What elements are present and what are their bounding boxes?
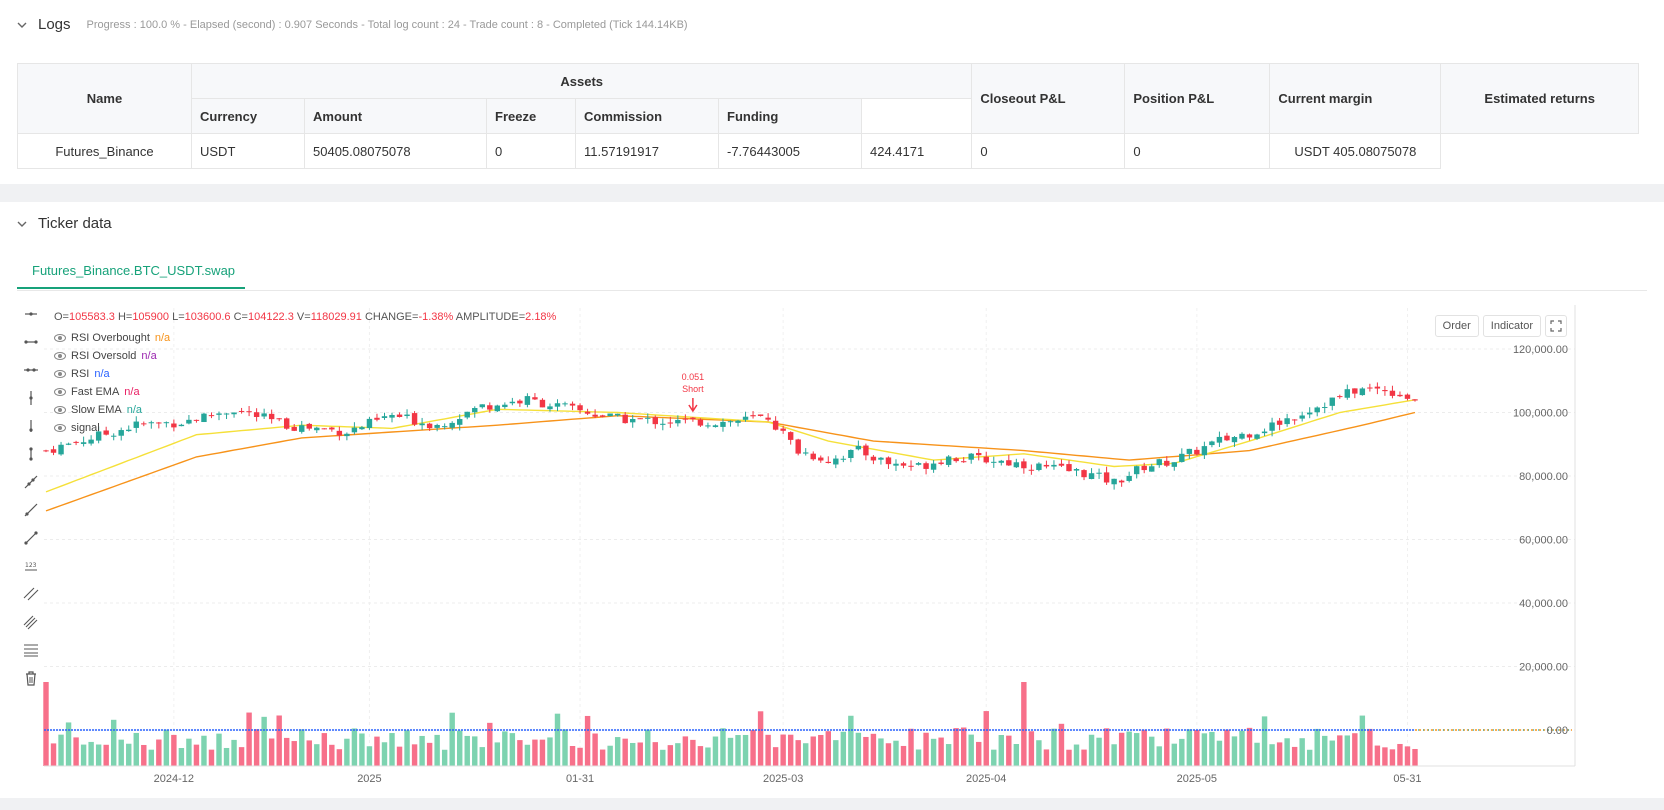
ohlc-o-label: O= xyxy=(54,311,69,323)
order-button[interactable]: Order xyxy=(1434,315,1479,337)
cell-freeze: 0 xyxy=(486,133,576,169)
horizontal-ray-tool-icon[interactable] xyxy=(18,328,44,356)
logs-header[interactable]: Logs Progress : 100.0 % - Elapsed (secon… xyxy=(16,16,688,33)
ohlc-low: 103600.6 xyxy=(184,311,231,323)
ohlc-readout: O=105583.3 H=105900 L=103600.6 C=104122.… xyxy=(54,311,556,323)
col-amount: Amount xyxy=(304,98,487,134)
cell-name: Futures_Binance xyxy=(17,133,192,169)
horizontal-line-tool-icon[interactable] xyxy=(18,300,44,328)
chevron-down-icon[interactable] xyxy=(16,218,28,230)
legend-signal[interactable]: signal xyxy=(54,419,170,437)
legend-value: n/a xyxy=(154,332,171,344)
ohlc-open: 105583.3 xyxy=(68,311,115,323)
vertical-line-tool-icon[interactable] xyxy=(18,384,44,412)
eye-icon[interactable] xyxy=(54,388,66,396)
cell-commission: 11.57191917 xyxy=(575,133,719,169)
cell-currency: USDT xyxy=(191,133,305,169)
segment-tool-icon[interactable] xyxy=(18,524,44,552)
ohlc-c-label: C= xyxy=(233,311,248,323)
cell-position: 0 xyxy=(971,133,1126,169)
col-position: Position P&L xyxy=(1124,63,1271,134)
legend-label: signal xyxy=(71,422,100,434)
ohlc-volume: 118029.91 xyxy=(310,311,362,323)
pitchfork-tool-icon[interactable] xyxy=(18,608,44,636)
eye-icon[interactable] xyxy=(54,424,66,432)
eye-icon[interactable] xyxy=(54,406,66,414)
legend-rsi-oversold[interactable]: RSI Oversold n/a xyxy=(54,347,170,365)
eye-icon[interactable] xyxy=(54,370,66,378)
trash-icon[interactable] xyxy=(18,664,44,692)
legend-value: n/a xyxy=(141,350,157,362)
legend-label: RSI xyxy=(71,368,90,380)
ticker-panel: Ticker data Futures_Binance.BTC_USDT.swa… xyxy=(0,202,1664,798)
fullscreen-icon[interactable] xyxy=(1545,315,1567,337)
logs-panel: Logs Progress : 100.0 % - Elapsed (secon… xyxy=(0,0,1664,184)
ohlc-l-label: L= xyxy=(172,311,185,323)
svg-text:123: 123 xyxy=(25,562,37,569)
ohlc-high: 105900 xyxy=(132,311,170,323)
chevron-down-icon[interactable] xyxy=(16,19,28,31)
fibonacci-tool-icon[interactable] xyxy=(18,636,44,664)
cell-returns: USDT 405.08075078 xyxy=(1269,133,1442,169)
legend-label: Slow EMA xyxy=(71,404,122,416)
col-freeze: Freeze xyxy=(486,98,576,134)
legend-rsi-overbought[interactable]: RSI Overbought n/a xyxy=(54,329,170,347)
ray-tool-icon[interactable] xyxy=(18,496,44,524)
ohlc-close: 104122.3 xyxy=(247,311,294,323)
tab-btc-usdt-swap[interactable]: Futures_Binance.BTC_USDT.swap xyxy=(17,254,245,289)
drawing-toolbar: 123 xyxy=(18,300,44,692)
table-row: Futures_Binance USDT 50405.08075078 0 11… xyxy=(17,133,1639,169)
col-name: Name xyxy=(17,63,192,134)
legend-rsi[interactable]: RSI n/a xyxy=(54,365,170,383)
legend-label: Fast EMA xyxy=(71,386,120,398)
legend-value: n/a xyxy=(94,368,110,380)
tab-divider xyxy=(17,290,1647,291)
ohlc-change-label: CHANGE= xyxy=(364,311,419,323)
cell-funding: -7.76443005 xyxy=(718,133,862,169)
legend-label: RSI Oversold xyxy=(71,350,137,362)
parallel-channel-tool-icon[interactable] xyxy=(18,580,44,608)
legend-fast-ema[interactable]: Fast EMA n/a xyxy=(54,383,170,401)
ticker-title: Ticker data xyxy=(38,215,112,232)
chart-controls: Order Indicator xyxy=(1434,315,1567,337)
ohlc-v-label: V= xyxy=(296,311,311,323)
vertical-segment-tool-icon[interactable] xyxy=(18,440,44,468)
logs-progress-text: Progress : 100.0 % - Elapsed (second) : … xyxy=(86,18,688,31)
cell-closeout: 424.4171 xyxy=(860,133,973,169)
ohlc-amplitude: 2.18% xyxy=(525,311,557,323)
price-label-tool-icon[interactable]: 123 xyxy=(18,552,44,580)
indicator-button[interactable]: Indicator xyxy=(1482,315,1541,337)
legend-label: RSI Overbought xyxy=(71,332,150,344)
cell-amount: 50405.08075078 xyxy=(304,133,487,169)
ohlc-change: -1.38% xyxy=(418,311,454,323)
extended-line-tool-icon[interactable] xyxy=(18,356,44,384)
eye-icon[interactable] xyxy=(54,334,66,342)
ticker-header[interactable]: Ticker data xyxy=(16,215,112,232)
indicator-legend: RSI Overbought n/a RSI Oversold n/a RSI n/a… xyxy=(54,329,170,437)
ohlc-amp-label: AMPLITUDE= xyxy=(455,311,526,323)
trend-line-tool-icon[interactable] xyxy=(18,468,44,496)
legend-slow-ema[interactable]: Slow EMA n/a xyxy=(54,401,170,419)
col-group-assets: Assets xyxy=(190,63,973,99)
cell-margin: 0 xyxy=(1124,133,1271,169)
legend-value: n/a xyxy=(126,404,143,416)
legend-value: n/a xyxy=(124,386,140,398)
assets-table: Name Assets Closeout P&L Position P&L Cu… xyxy=(17,63,1639,169)
eye-icon[interactable] xyxy=(54,352,66,360)
logs-title: Logs xyxy=(38,16,71,33)
col-closeout: Closeout P&L xyxy=(971,63,1126,134)
ohlc-h-label: H= xyxy=(117,311,133,323)
col-funding: Funding xyxy=(718,98,862,134)
col-commission: Commission xyxy=(575,98,719,134)
col-margin: Current margin xyxy=(1269,63,1442,134)
vertical-ray-tool-icon[interactable] xyxy=(18,412,44,440)
col-returns: Estimated returns xyxy=(1440,63,1639,134)
col-currency: Currency xyxy=(191,98,305,134)
